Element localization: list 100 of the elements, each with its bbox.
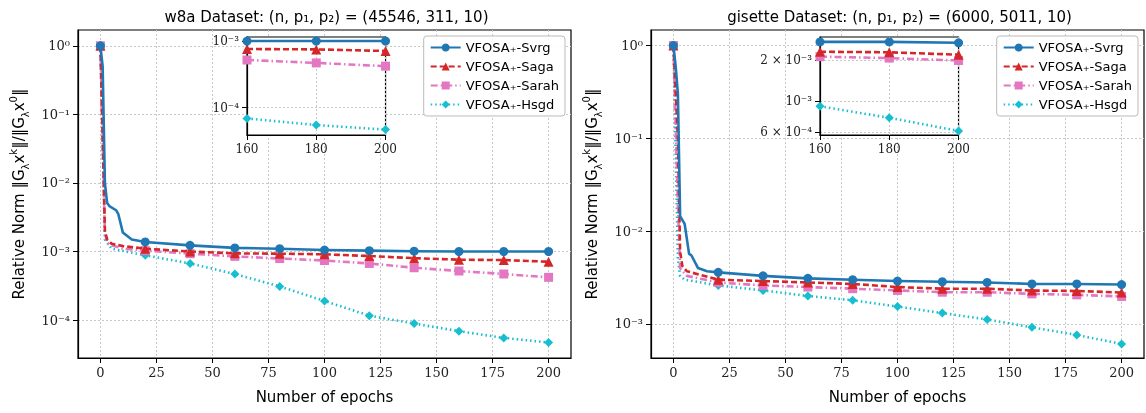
text: Relative Norm ‖Gλxk‖/‖Gλx0‖ [580, 88, 604, 300]
x-tick-label: 0 [96, 365, 105, 380]
point [893, 276, 902, 286]
x-tick-label: 160 [235, 142, 259, 156]
point [454, 247, 464, 257]
point [381, 125, 391, 135]
point [311, 120, 321, 130]
y-tick-label: 10⁻⁴ [41, 312, 70, 328]
legend-label: VFOSA₊-Hsgd [465, 97, 555, 112]
y-tick-label: 10⁰ [48, 38, 70, 54]
chart-title: w8a Dataset: (n, p₁, p₂) = (45546, 311, 10) [164, 7, 489, 26]
point [815, 37, 825, 47]
point [230, 269, 240, 279]
point [1117, 280, 1127, 290]
point [381, 36, 391, 46]
point [454, 326, 464, 336]
point [544, 338, 554, 348]
point [311, 36, 321, 46]
point [884, 37, 894, 47]
x-tick-label: 100 [885, 365, 910, 380]
x-tick-label: 75 [833, 365, 850, 380]
chart-title: gisette Dataset: (n, p₁, p₂) = (6000, 5011, 10) [727, 7, 1072, 26]
point [937, 308, 947, 318]
legend-label: VFOSA₊-Sarah [1038, 78, 1132, 93]
point [544, 272, 554, 282]
point [893, 302, 902, 312]
legend-label: VFOSA₊-Hsgd [1038, 97, 1128, 112]
x-tick-label: 75 [260, 365, 277, 380]
point [499, 247, 509, 257]
point [499, 333, 509, 343]
point [803, 291, 813, 301]
text: Relative Norm ‖Gλxk‖/‖Gλx0‖ [7, 88, 31, 300]
x-axis-title: Number of epochs [255, 388, 394, 406]
x-tick-label: 150 [997, 365, 1022, 380]
point [1027, 279, 1037, 289]
legend-label: VFOSA₊-Saga [1038, 59, 1127, 74]
point [275, 281, 285, 291]
point [498, 255, 509, 266]
y-tick-label: 10⁻² [41, 175, 70, 191]
point [499, 269, 509, 279]
point [275, 244, 285, 254]
point [409, 246, 419, 256]
x-tick-label: 100 [312, 365, 337, 380]
point [1072, 279, 1082, 289]
point [320, 245, 329, 255]
x-tick-label: 25 [721, 365, 738, 380]
x-tick-label: 160 [808, 142, 832, 156]
legend-label: VFOSA₊-Svrg [1038, 40, 1124, 55]
point [803, 273, 813, 283]
point [543, 256, 554, 267]
point [242, 44, 252, 54]
point [815, 101, 825, 111]
point [954, 38, 964, 48]
x-tick-label: 25 [148, 365, 165, 380]
point [454, 266, 464, 276]
point [185, 240, 195, 250]
legend-label: VFOSA₊-Sarah [465, 78, 559, 93]
point [544, 247, 554, 257]
x-axis-title: Number of epochs [828, 388, 967, 406]
y-tick-label: 10⁰ [621, 38, 643, 54]
point [884, 113, 894, 123]
point [409, 263, 419, 273]
x-tick-label: 200 [1109, 365, 1134, 380]
point [713, 267, 723, 277]
point [364, 246, 374, 256]
point [364, 311, 374, 321]
y-tick-label: 10⁻⁴ [212, 100, 240, 115]
x-tick-label: 200 [536, 365, 561, 380]
x-tick-label: 50 [777, 365, 794, 380]
point [982, 314, 992, 324]
legend-label: VFOSA₊-Svrg [465, 40, 551, 55]
y-tick-label: 10⁻³ [614, 316, 643, 332]
point [815, 46, 825, 57]
point [758, 271, 768, 281]
point [381, 61, 391, 71]
point [242, 36, 252, 46]
point [954, 126, 964, 136]
point [230, 243, 240, 253]
x-tick-label: 50 [204, 365, 221, 380]
point [848, 275, 858, 285]
y-tick-label: 10⁻¹ [614, 130, 643, 146]
y-tick-label: 6 × 10⁻⁴ [760, 124, 813, 139]
legend-label: VFOSA₊-Saga [465, 59, 554, 74]
point [884, 47, 895, 58]
point [982, 277, 992, 287]
point [242, 55, 252, 65]
point [409, 319, 419, 329]
x-tick-label: 175 [1053, 365, 1078, 380]
x-tick-label: 180 [304, 142, 328, 156]
x-tick-label: 200 [947, 142, 970, 156]
point [1027, 322, 1037, 332]
y-tick-label: 2 × 10⁻³ [760, 52, 813, 67]
x-tick-label: 0 [669, 365, 678, 380]
point [1072, 330, 1082, 340]
point [848, 295, 858, 305]
point [185, 258, 195, 268]
y-tick-label: 10⁻³ [212, 34, 240, 49]
x-tick-label: 200 [374, 142, 397, 156]
x-tick-label: 175 [480, 365, 505, 380]
point [320, 296, 329, 306]
